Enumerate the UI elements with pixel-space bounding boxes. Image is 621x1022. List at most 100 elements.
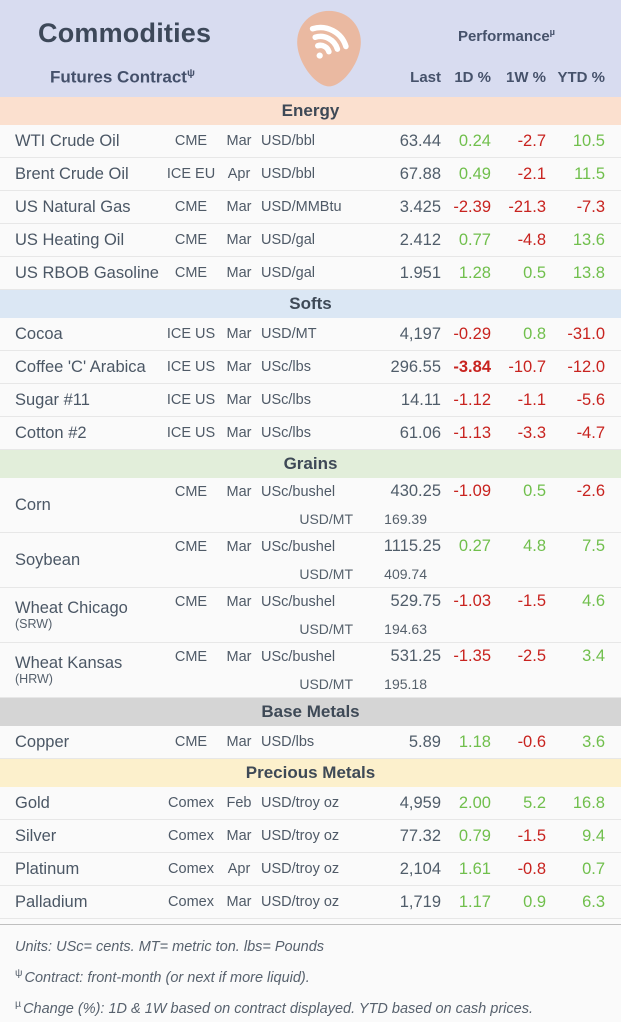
section-header-base-metals: Base Metals: [0, 698, 621, 726]
ytd-pct-cell: 11.5: [574, 164, 605, 183]
1w-pct-cell: -2.7: [517, 131, 546, 150]
last-price-cell: 531.25: [390, 647, 441, 665]
unit-cell: USc/lbs: [261, 359, 311, 375]
table-row: Silver Comex Mar USD/troy oz 77.32 0.79 -1.5 9.…: [0, 820, 621, 853]
exchange-cell: CME: [174, 538, 208, 555]
contract-name: Corn: [15, 495, 51, 514]
last-price-cell: 63.44: [399, 131, 441, 150]
exchange-cell: CME: [174, 483, 208, 500]
ytd-pct-cell: 3.4: [582, 647, 605, 665]
col-header-1w: 1W %: [505, 69, 546, 87]
footnote: µ Change (%): 1D & 1W based on contract d…: [15, 991, 606, 1022]
ytd-pct-cell: 6.3: [582, 892, 605, 911]
1w-pct-cell: -2.5: [517, 647, 546, 665]
unit-cell: USD/MMBtu: [261, 199, 342, 215]
table-row: Cotton #2 ICE US Mar USc/lbs 61.06 -1.13 -3.3 -…: [0, 417, 621, 450]
exchange-cell: ICE US: [166, 359, 216, 375]
contract-name-cell: Brent Crude Oil: [15, 165, 165, 183]
contract-name: Wheat Kansas: [15, 653, 123, 672]
1d-pct-cell: 0.79: [458, 826, 491, 845]
month-cell: Apr: [227, 166, 251, 182]
col-header-last: Last: [410, 69, 441, 87]
footnote-text: Change (%): 1D & 1W based on contract di…: [23, 1000, 533, 1017]
contract-name-cell: Wheat Kansas (HRW): [15, 654, 165, 686]
last-price-cell: 3.425: [399, 197, 441, 216]
contract-name: Cotton #2: [15, 423, 87, 442]
last-price-cell: 2.412: [399, 230, 441, 249]
unit-cell: USc/bushel: [261, 538, 336, 555]
ytd-pct-cell: -2.6: [576, 482, 605, 500]
footnote: ψ Contract: front-month (or next if more …: [15, 960, 606, 991]
contract-name-cell: Sugar #11: [15, 391, 165, 409]
month-cell: Mar: [226, 326, 252, 342]
last-price-cell: 5.89: [408, 732, 441, 751]
contract-name: US RBOB Gasoline: [15, 263, 159, 282]
table-row: Brent Crude Oil ICE EU Apr USD/bbl 67.88 0.49…: [0, 158, 621, 191]
1d-pct-cell: 1.18: [458, 732, 491, 751]
unit-cell: USD/troy oz: [261, 828, 340, 844]
exchange-cell: ICE US: [166, 425, 216, 441]
unit-cell: USD/troy oz: [261, 861, 340, 877]
table-row: Corn CME Mar USc/bushel 430.25 -1.09 0.5 -2.6 US…: [0, 478, 621, 533]
table-row: Sugar #11 ICE US Mar USc/lbs 14.11 -1.12 -1.1 -…: [0, 384, 621, 417]
ytd-pct-cell: -31.0: [567, 324, 605, 343]
exchange-cell: CME: [174, 593, 208, 610]
contract-name-cell: Cocoa: [15, 325, 165, 343]
contract-name: US Natural Gas: [15, 197, 131, 216]
1w-pct-cell: -0.8: [517, 859, 546, 878]
1d-pct-cell: 2.00: [458, 793, 491, 812]
exchange-cell: CME: [174, 265, 208, 281]
month-cell: Mar: [226, 265, 252, 281]
unit-cell: USc/lbs: [261, 392, 311, 408]
unit-cell: USc/bushel: [261, 648, 336, 665]
contract-name-cell: Silver: [15, 827, 165, 845]
contract-name-cell: Copper: [15, 733, 165, 751]
ytd-pct-cell: 4.6: [582, 592, 605, 610]
1w-pct-cell: -3.3: [517, 423, 546, 442]
table-body: Energy WTI Crude Oil CME Mar USD/bbl 63.44 0.2…: [0, 97, 621, 919]
unit-cell: USD/gal: [261, 232, 315, 248]
column-headers: Futures Contractψ Last 1D % 1W % YTD %: [0, 67, 621, 88]
guitar-pick-signal-logo-icon: [297, 10, 361, 87]
contract-name: Palladium: [15, 892, 88, 911]
unit-cell: USD/troy oz: [261, 795, 340, 811]
ytd-pct-cell: -4.7: [576, 423, 605, 442]
unit-cell: USD/gal: [261, 265, 315, 281]
exchange-cell: Comex: [168, 894, 214, 910]
exchange-cell: ICE EU: [166, 166, 216, 182]
footnotes: Units: USc= cents. MT= metric ton. lbs= …: [0, 924, 621, 1022]
table-row: US RBOB Gasoline CME Mar USD/gal 1.951 1.28 0.…: [0, 257, 621, 290]
exchange-cell: CME: [174, 133, 208, 149]
month-cell: Mar: [226, 392, 252, 408]
1w-pct-cell: 0.5: [523, 263, 546, 282]
1d-pct-cell: -2.39: [453, 197, 491, 216]
ytd-pct-cell: 13.6: [572, 230, 605, 249]
ytd-pct-cell: 3.6: [582, 732, 605, 751]
table-row: Soybean CME Mar USc/bushel 1115.25 0.27 4.8 7.5…: [0, 533, 621, 588]
table-row: WTI Crude Oil CME Mar USD/bbl 63.44 0.24 -2.7 1…: [0, 125, 621, 158]
contract-name-cell: Soybean: [15, 551, 165, 569]
alt-unit-cell: USD/MT: [299, 565, 353, 582]
section-header-softs: Softs: [0, 290, 621, 318]
unit-cell: USc/bushel: [261, 593, 336, 610]
alt-last-cell: 169.39: [384, 510, 427, 527]
month-cell: Mar: [226, 593, 252, 610]
alt-last-cell: 195.18: [384, 675, 427, 692]
1w-pct-cell: -10.7: [508, 357, 546, 376]
alt-unit-cell: USD/MT: [299, 675, 353, 692]
contract-footnote-marker: ψ: [186, 67, 195, 80]
contract-name: Soybean: [15, 550, 81, 569]
alt-last-cell: 194.63: [384, 620, 427, 637]
footnote-marker: µ: [15, 997, 22, 1010]
month-cell: Feb: [226, 795, 252, 811]
month-cell: Mar: [226, 483, 252, 500]
1d-pct-cell: 0.24: [458, 131, 491, 150]
footnote: Units: USc= cents. MT= metric ton. lbs= …: [15, 934, 606, 960]
alt-unit-cell: USD/MT: [299, 620, 353, 637]
exchange-cell: Comex: [168, 861, 214, 877]
month-cell: Mar: [226, 359, 252, 375]
last-price-cell: 77.32: [399, 826, 441, 845]
last-price-cell: 4,959: [399, 793, 441, 812]
unit-cell: USc/lbs: [261, 425, 311, 441]
